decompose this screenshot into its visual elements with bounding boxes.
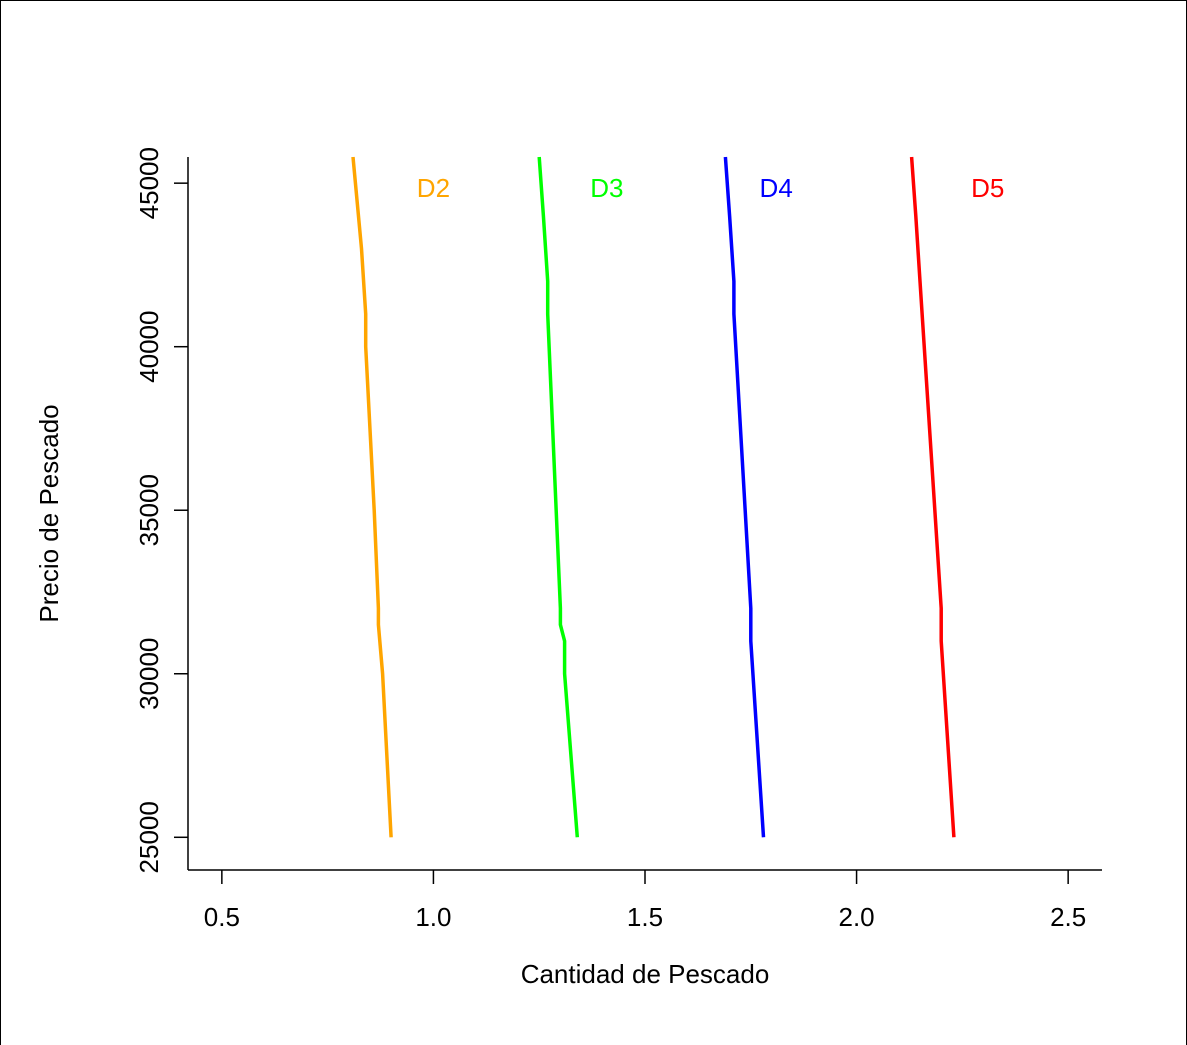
y-tick-label: 30000 [134, 638, 164, 710]
series-line-d2 [351, 156, 393, 838]
y-tick-label: 25000 [134, 801, 164, 873]
x-tick-label: 2.5 [1050, 902, 1086, 932]
series-label-d3: D3 [590, 173, 623, 203]
y-tick-label: 45000 [134, 147, 164, 219]
x-tick-label: 0.5 [204, 902, 240, 932]
x-ticks: 0.5 1.0 1.5 2.0 2.5 [204, 870, 1086, 932]
y-tick-label: 40000 [134, 311, 164, 383]
series-label-d4: D4 [760, 173, 793, 203]
series-group: D2 D3 D4 D5 [351, 156, 1004, 838]
series-line-d4 [723, 156, 766, 838]
axes [187, 157, 1102, 871]
x-tick-label: 2.0 [838, 902, 874, 932]
series-label-d5: D5 [971, 173, 1004, 203]
y-axis-title: Precio de Pescado [34, 404, 64, 622]
series-label-d2: D2 [417, 173, 450, 203]
y-tick-label: 35000 [134, 474, 164, 546]
x-axis-title: Cantidad de Pescado [521, 959, 770, 989]
y-ticks: 25000 30000 35000 40000 45000 [134, 147, 188, 873]
series-line-d5 [909, 156, 956, 838]
x-tick-label: 1.5 [627, 902, 663, 932]
series-line-d3 [537, 156, 580, 838]
x-tick-label: 1.0 [415, 902, 451, 932]
